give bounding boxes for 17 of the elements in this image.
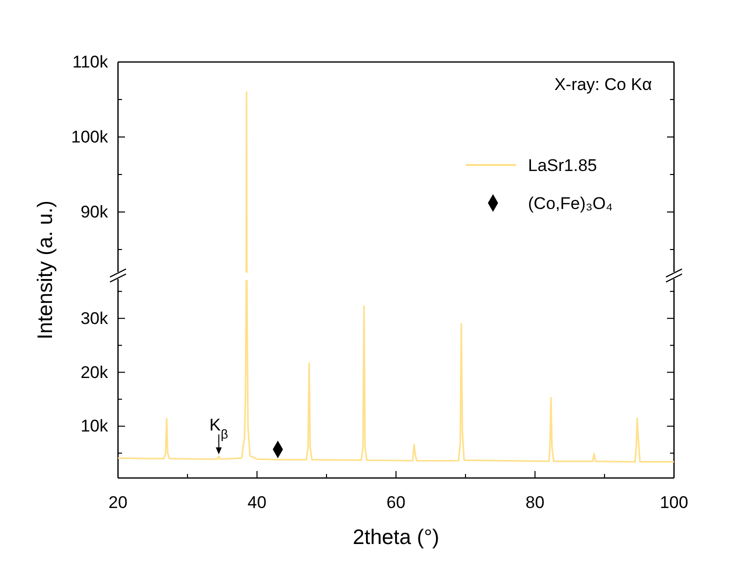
x-tick-label: 60 [386, 493, 406, 512]
annotation: X-ray: Co Kα [554, 75, 652, 94]
annotation: K$_{β}$ [209, 415, 228, 441]
x-tick-label: 100 [660, 493, 688, 512]
legend-label: LaSr1.85 [528, 156, 597, 175]
y-tick-label: 10k [80, 416, 108, 436]
x-tick-label: 20 [108, 493, 128, 512]
y-axis-title: Intensity (a. u.) [34, 200, 57, 340]
x-axis-title: 2theta (°) [352, 526, 440, 549]
x-tick-label: 80 [526, 493, 544, 512]
y-tick-label: 100k [71, 127, 108, 146]
y-tick-label: 30k [80, 308, 108, 328]
y-tick-label: 20k [80, 362, 108, 382]
y-tick-label: 110k [72, 52, 108, 72]
x-tick-label: 40 [248, 493, 266, 512]
legend-label: (Co,Fe)₃O₄ [528, 194, 613, 213]
y-tick-label: 90k [80, 202, 108, 222]
